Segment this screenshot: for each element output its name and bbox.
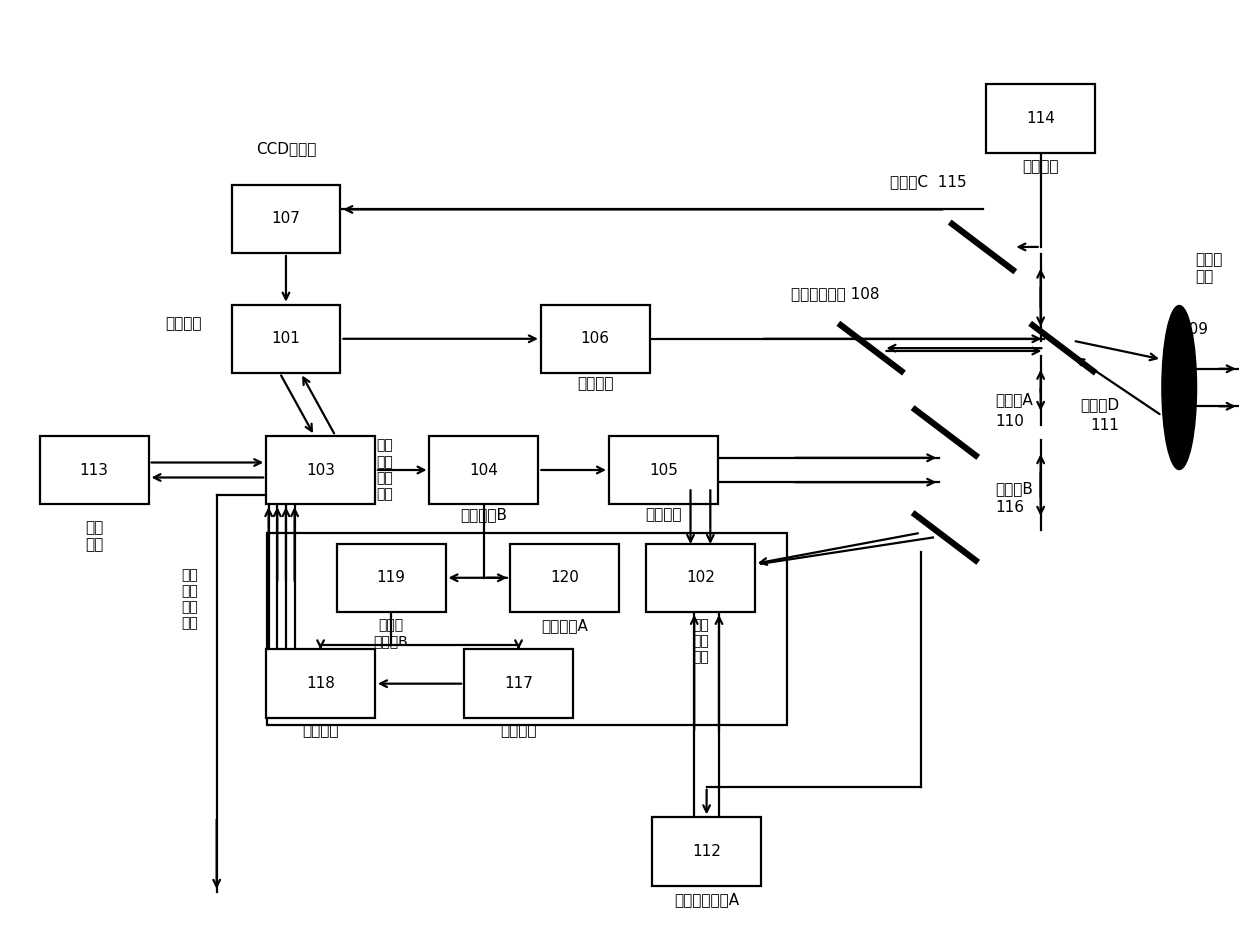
Text: 103: 103 [306,462,335,478]
Text: 102: 102 [686,571,714,586]
Text: 对外
收发
通信
接口: 对外 收发 通信 接口 [181,568,198,631]
Text: 反光镜C  115: 反光镜C 115 [890,174,966,189]
Text: 109: 109 [1179,321,1208,337]
Bar [429,436,538,504]
Bar [510,543,619,612]
Text: 信号
光源: 信号 光源 [86,520,103,552]
Text: 116: 116 [994,500,1024,515]
Text: 111: 111 [1090,418,1118,433]
Text: 110: 110 [994,414,1024,429]
Text: 光电探
测模块B: 光电探 测模块B [373,619,408,649]
Text: 105: 105 [649,462,678,478]
Text: 119: 119 [377,571,405,586]
Text: 113: 113 [79,462,109,478]
Text: 光电探测模块A: 光电探测模块A [675,892,739,907]
Text: 控制单元: 控制单元 [165,316,202,331]
Text: 指向对准系统 108: 指向对准系统 108 [791,287,879,302]
Text: CCD摄像头: CCD摄像头 [255,141,316,156]
Text: 电锁相环: 电锁相环 [303,723,339,738]
Bar [232,184,341,253]
Bar [464,650,573,718]
Text: 电放大器: 电放大器 [500,723,537,738]
Text: 信标光源: 信标光源 [1023,159,1059,174]
Bar [652,817,761,885]
Text: 分光镜B: 分光镜B [994,481,1033,496]
Text: 112: 112 [692,844,720,859]
Text: 120: 120 [549,571,579,586]
Text: 114: 114 [1027,111,1055,126]
Text: 发射光路: 发射光路 [645,508,682,523]
Text: 飞秒
光梳
模块: 飞秒 光梳 模块 [692,619,709,665]
Text: 104: 104 [470,462,498,478]
Bar [232,305,341,373]
Text: 望远镜
系统: 望远镜 系统 [1195,252,1223,285]
Ellipse shape [1162,306,1197,470]
Bar [986,85,1095,153]
Bar [609,436,718,504]
Text: 107: 107 [272,212,300,227]
Bar [646,543,755,612]
Text: 信号
调制
解调
模块: 信号 调制 解调 模块 [376,439,393,501]
Text: 光耦合器A: 光耦合器A [541,619,588,633]
Bar [267,650,374,718]
Bar [541,305,650,373]
Text: 伺服驱动: 伺服驱动 [577,376,614,391]
Bar [267,436,374,504]
Text: 分光镜D: 分光镜D [1080,397,1120,412]
Bar [268,533,787,725]
Bar [337,543,445,612]
Bar [40,436,149,504]
Text: 分光镜A: 分光镜A [994,392,1033,407]
Text: 118: 118 [306,676,335,691]
Text: 106: 106 [580,331,610,346]
Text: 光耦合器B: 光耦合器B [460,508,507,523]
Text: 101: 101 [272,331,300,346]
Text: 117: 117 [505,676,533,691]
